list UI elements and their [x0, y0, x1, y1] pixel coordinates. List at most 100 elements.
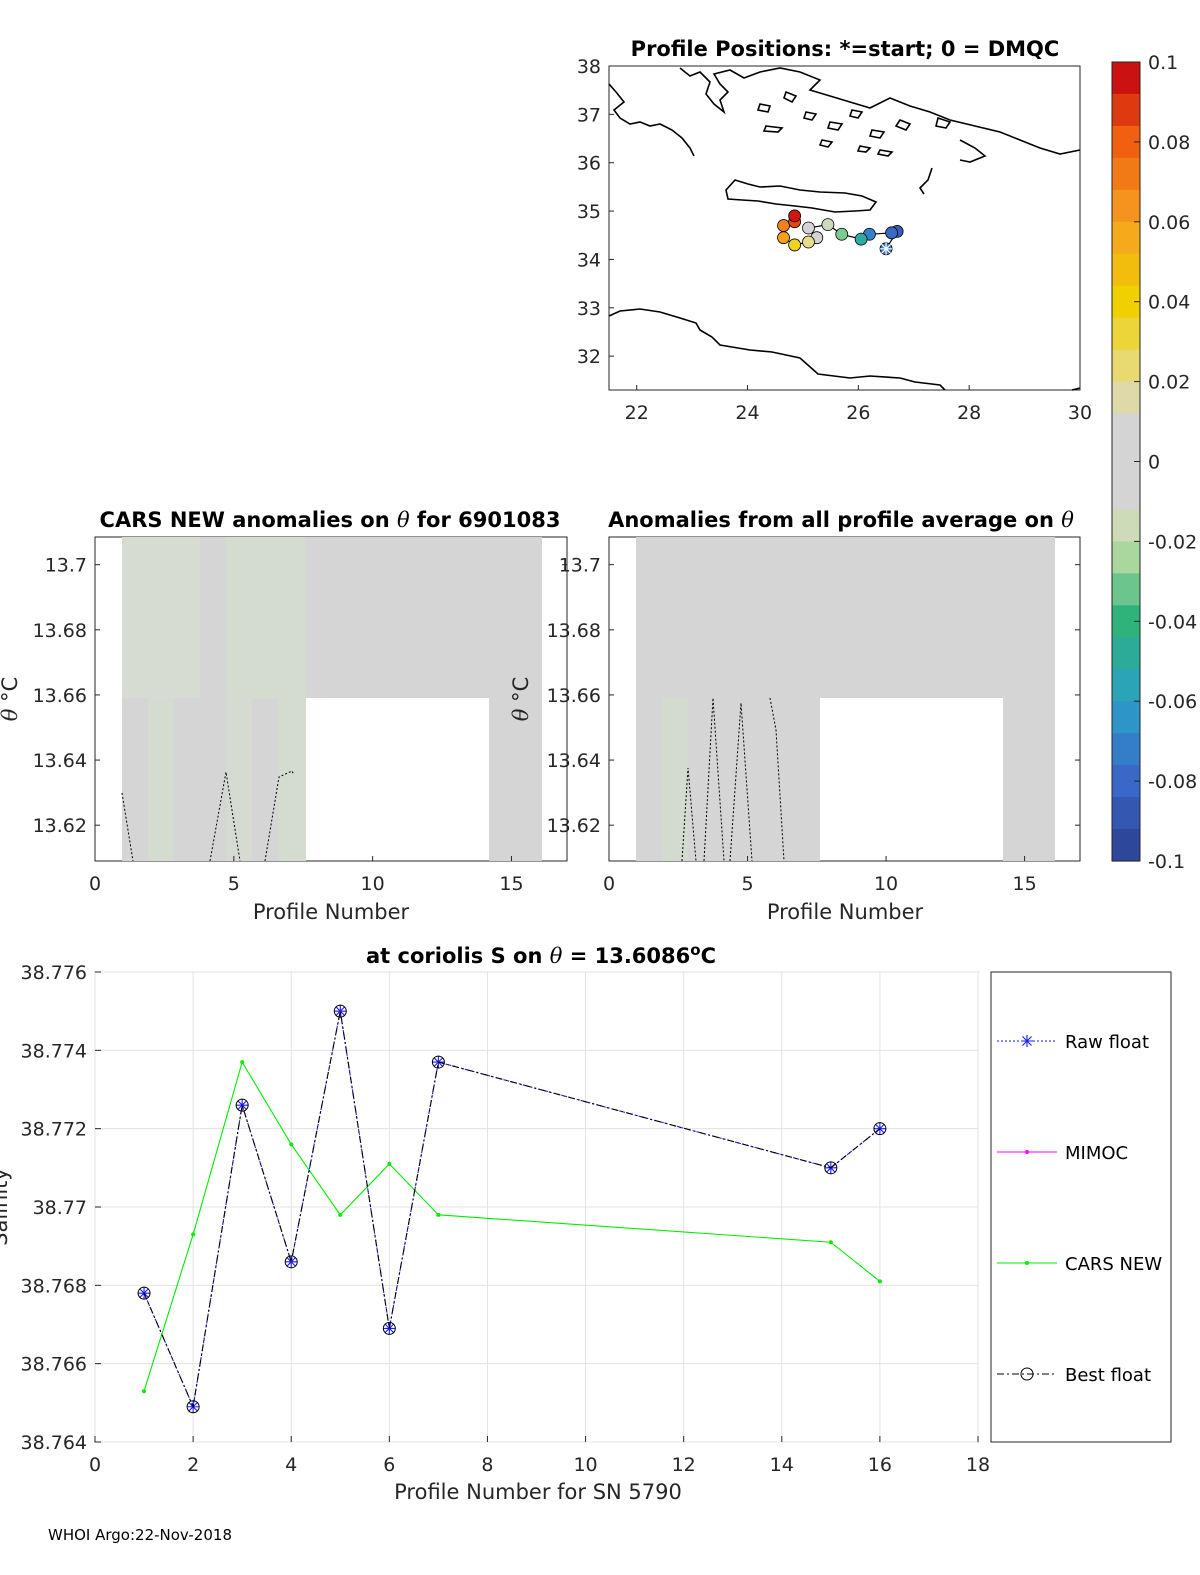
- average-anomaly-title: Anomalies from all profile average on θ: [608, 508, 1074, 532]
- colorbar-cell: [1112, 541, 1140, 574]
- colorbar-cell: [1112, 93, 1140, 127]
- salinity-title: at coriolis S on θ = 13.6086oC: [366, 941, 716, 968]
- dot-marker: [142, 1389, 147, 1394]
- profile-positions-map: Profile Positions: *=start; 0 = DMQC 2: [577, 37, 1092, 424]
- colorbar-cell: [1112, 413, 1140, 447]
- salinity-title-value: = 13.6086: [570, 944, 691, 968]
- circle-marker: [235, 1098, 249, 1112]
- circle-marker: [186, 1400, 200, 1414]
- legend-item: MIMOC: [997, 1143, 1128, 1164]
- y-tick-label: 38.772: [21, 1119, 87, 1141]
- colorbar-ticks: 0.1 0.08 0.06 0.04 0.02 0 -0.02 -0.04 -0.06 -0.08…: [1134, 52, 1197, 873]
- x-tick-label: 30: [1068, 402, 1092, 424]
- colorbar-tick-label: 0.02: [1148, 372, 1190, 394]
- average-ylabel: θ °C: [509, 677, 533, 722]
- anomaly-cell: [226, 698, 252, 861]
- y-tick-label: 38.768: [21, 1275, 87, 1297]
- colorbar-tick-label: 0.08: [1148, 132, 1190, 154]
- y-tick-label: 13.64: [547, 750, 601, 772]
- circle-marker: [1020, 1367, 1034, 1381]
- footer-credit: WHOI Argo:22-Nov-2018: [48, 1526, 232, 1544]
- y-tick-label: 38: [577, 56, 601, 78]
- theta-symbol: θ: [1061, 508, 1074, 532]
- salinity-ylabel: Salinity: [0, 1168, 12, 1246]
- y-tick-label: 13.68: [33, 620, 87, 642]
- anomaly-cell: [226, 537, 306, 698]
- svg-text:θ °C: θ °C: [509, 677, 533, 722]
- star-marker: [383, 1322, 396, 1335]
- cars-y-ticks: 13.62 13.64 13.66 13.68 13.7: [33, 555, 567, 837]
- colorbar-scale: [1112, 62, 1140, 862]
- profile-average-anomaly-panel: Anomalies from all profile average on θ …: [509, 508, 1081, 924]
- y-tick-label: 38.77: [33, 1197, 87, 1219]
- salinity-title-prefix: at coriolis S on: [366, 944, 542, 968]
- colorbar-tick-label: 0.04: [1148, 292, 1190, 314]
- x-tick-label: 12: [672, 1454, 696, 1476]
- y-tick-label: 36: [577, 153, 601, 175]
- dot-marker: [387, 1161, 392, 1166]
- profile-marker: [777, 231, 790, 245]
- x-tick-label: 14: [770, 1454, 794, 1476]
- dot-marker: [1025, 1150, 1029, 1154]
- y-tick-label: 32: [577, 346, 601, 368]
- y-tick-label: 13.68: [547, 620, 601, 642]
- x-tick-label: 0: [603, 873, 615, 895]
- circle-marker: [873, 1122, 887, 1136]
- colorbar-cell: [1112, 797, 1140, 830]
- salinity-legend: Raw float MIMOC CARS NEW Best float: [990, 971, 1172, 1443]
- circle-marker: [284, 1255, 298, 1269]
- dot-marker: [240, 1060, 245, 1065]
- x-tick-label: 5: [228, 873, 240, 895]
- y-tick-label: 38.776: [21, 962, 87, 984]
- colorbar-tick-label: 0.1: [1148, 52, 1178, 74]
- contour-line: [121, 792, 134, 862]
- dot-marker: [877, 1279, 882, 1284]
- colorbar-tick-label: -0.06: [1148, 691, 1197, 713]
- circle-marker: [824, 1161, 838, 1175]
- contour-line: [264, 770, 295, 862]
- map-y-ticks: 32 33 34 35 36 37 38: [577, 56, 614, 368]
- anomaly-cell: [278, 698, 306, 861]
- legend-label: CARS NEW: [1065, 1254, 1162, 1275]
- colorbar-tick-label: -0.02: [1148, 531, 1197, 553]
- x-tick-label: 10: [874, 873, 898, 895]
- colorbar-tick-label: 0.06: [1148, 212, 1190, 234]
- x-tick-label: 22: [625, 402, 649, 424]
- colorbar-cell: [1112, 62, 1140, 95]
- cars-ylabel: θ °C: [0, 677, 22, 722]
- colorbar-tick-label: 0: [1148, 452, 1160, 474]
- average-ylabel-text: °C: [509, 677, 533, 702]
- colorbar-cell: [1112, 221, 1140, 255]
- dot-marker: [436, 1212, 441, 1217]
- y-tick-label: 34: [577, 249, 601, 271]
- start-marker: [879, 242, 893, 256]
- legend-box: [990, 971, 1172, 1443]
- anomaly-cell: [306, 537, 542, 698]
- x-tick-label: 8: [481, 1454, 493, 1476]
- x-tick-label: 4: [285, 1454, 297, 1476]
- anomaly-cell: [662, 698, 688, 861]
- colorbar-cell: [1112, 189, 1140, 223]
- profile-marker: [802, 235, 815, 249]
- x-tick-label: 26: [846, 402, 870, 424]
- anomaly-cell: [489, 698, 542, 861]
- salinity-xlabel: Profile Number for SN 5790: [394, 1480, 682, 1504]
- dot-marker: [828, 1240, 833, 1245]
- y-tick-label: 38.766: [21, 1354, 87, 1376]
- salinity-panel: at coriolis S on θ = 13.6086oC 0 2 4 6 8 10 12…: [0, 941, 990, 1504]
- anomaly-cell: [122, 537, 200, 698]
- x-tick-label: 10: [573, 1454, 597, 1476]
- x-tick-label: 15: [1012, 873, 1036, 895]
- colorbar-cell: [1112, 157, 1140, 191]
- profile-marker: [788, 209, 802, 223]
- average-title-prefix: Anomalies from all profile average on: [608, 508, 1054, 532]
- y-tick-label: 33: [577, 298, 601, 320]
- x-tick-label: 0: [89, 1454, 101, 1476]
- profile-position-markers: [777, 209, 904, 256]
- y-tick-label: 37: [577, 104, 601, 126]
- profile-marker: [854, 232, 868, 246]
- x-tick-label: 5: [741, 873, 753, 895]
- contour-line: [769, 697, 785, 862]
- colorbar-cell: [1112, 317, 1140, 351]
